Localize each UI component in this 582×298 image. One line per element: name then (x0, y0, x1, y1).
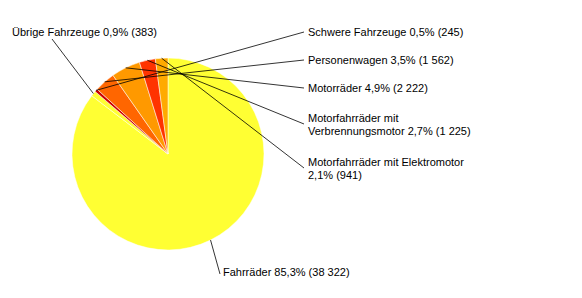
svg-text:Schwere Fahrzeuge 0,5% (245): Schwere Fahrzeuge 0,5% (245) (308, 26, 463, 38)
svg-text:Motorfahrräder mit Elektromoto: Motorfahrräder mit Elektromotor2,1% (941… (308, 156, 464, 181)
svg-text:Personenwagen 3,5% (1 562): Personenwagen 3,5% (1 562) (308, 54, 454, 66)
svg-text:Fahrräder 85,3% (38 322): Fahrräder 85,3% (38 322) (223, 266, 350, 278)
svg-text:Motorfahrräder mitVerbrennungs: Motorfahrräder mitVerbrennungsmotor 2,7%… (308, 112, 471, 137)
svg-text:Übrige Fahrzeuge 0,9% (383): Übrige Fahrzeuge 0,9% (383) (12, 26, 157, 38)
svg-text:Motorräder 4,9% (2 222): Motorräder 4,9% (2 222) (308, 82, 428, 94)
